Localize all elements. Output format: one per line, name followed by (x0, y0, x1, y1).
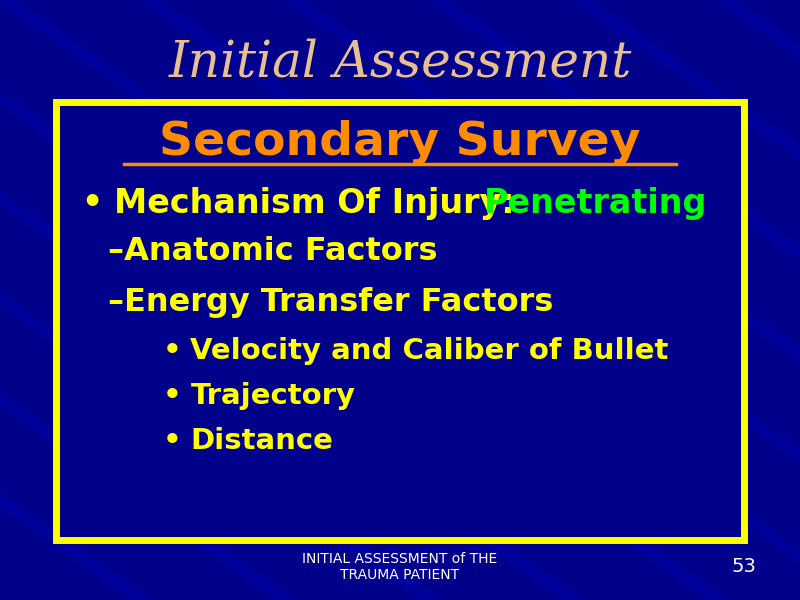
Text: Mechanism Of Injury:: Mechanism Of Injury: (114, 187, 526, 220)
Text: –Anatomic Factors: –Anatomic Factors (108, 236, 438, 268)
Text: Secondary Survey: Secondary Survey (159, 120, 641, 165)
Text: •: • (82, 187, 102, 220)
Text: Penetrating: Penetrating (484, 187, 707, 220)
Text: •: • (162, 337, 182, 365)
Text: Velocity and Caliber of Bullet: Velocity and Caliber of Bullet (190, 337, 669, 365)
Text: Trajectory: Trajectory (190, 382, 355, 410)
Text: 53: 53 (731, 557, 757, 577)
Text: Distance: Distance (190, 427, 334, 455)
Text: Initial Assessment: Initial Assessment (168, 38, 632, 88)
FancyBboxPatch shape (56, 102, 744, 540)
Text: •: • (162, 427, 182, 455)
Text: –Energy Transfer Factors: –Energy Transfer Factors (108, 287, 554, 319)
Text: INITIAL ASSESSMENT of THE
TRAUMA PATIENT: INITIAL ASSESSMENT of THE TRAUMA PATIENT (302, 552, 498, 582)
Text: •: • (162, 382, 182, 410)
